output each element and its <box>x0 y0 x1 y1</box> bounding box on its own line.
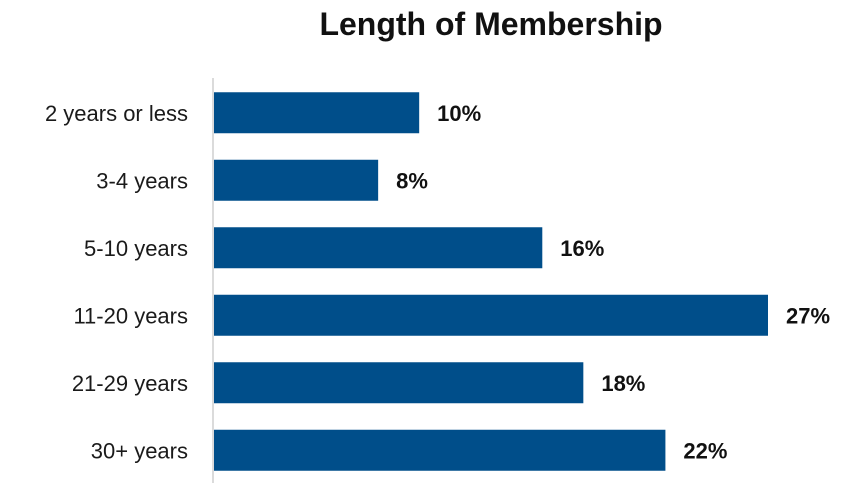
chart-title: Length of Membership <box>319 6 663 42</box>
category-label: 11-20 years <box>73 303 188 328</box>
category-label: 3-4 years <box>96 168 188 193</box>
bar-1 <box>214 159 379 201</box>
bar-5 <box>214 429 666 471</box>
bar-2 <box>214 227 543 269</box>
bar-4 <box>214 362 584 404</box>
data-label: 10% <box>437 101 481 126</box>
data-label: 18% <box>601 371 645 396</box>
category-label: 21-29 years <box>72 371 188 396</box>
category-label: 30+ years <box>91 438 188 463</box>
data-label: 27% <box>786 303 830 328</box>
category-label: 2 years or less <box>45 101 188 126</box>
data-label: 22% <box>683 438 727 463</box>
data-label: 16% <box>560 236 604 261</box>
data-label: 8% <box>396 168 428 193</box>
bar-3 <box>214 294 768 336</box>
category-label: 5-10 years <box>84 236 188 261</box>
bar-0 <box>214 92 420 134</box>
